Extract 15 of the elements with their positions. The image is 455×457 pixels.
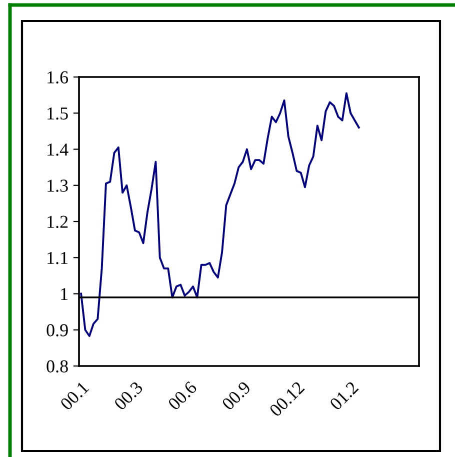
x-tick-label: 01.2: [329, 380, 359, 411]
y-tick-label: 1: [61, 288, 68, 300]
y-tick-label: 1.2: [48, 216, 68, 228]
y-tick-label: 1.5: [48, 107, 68, 120]
line-series: [80, 92, 360, 337]
y-tick-label: 1.1: [48, 252, 68, 264]
x-tick-label: 00.3: [113, 380, 144, 411]
y-tick-label: 1.4: [48, 144, 68, 156]
x-tick-label: 00.1: [60, 381, 90, 411]
x-tick-label: 00.9: [221, 380, 252, 411]
y-tick-label: 0.8: [46, 360, 68, 373]
y-tick-label: 1.6: [48, 71, 68, 84]
x-tick-label: 00.6: [167, 380, 198, 411]
y-tick-label: 0.9: [46, 324, 68, 336]
y-tick-label: 1.3: [48, 180, 68, 192]
